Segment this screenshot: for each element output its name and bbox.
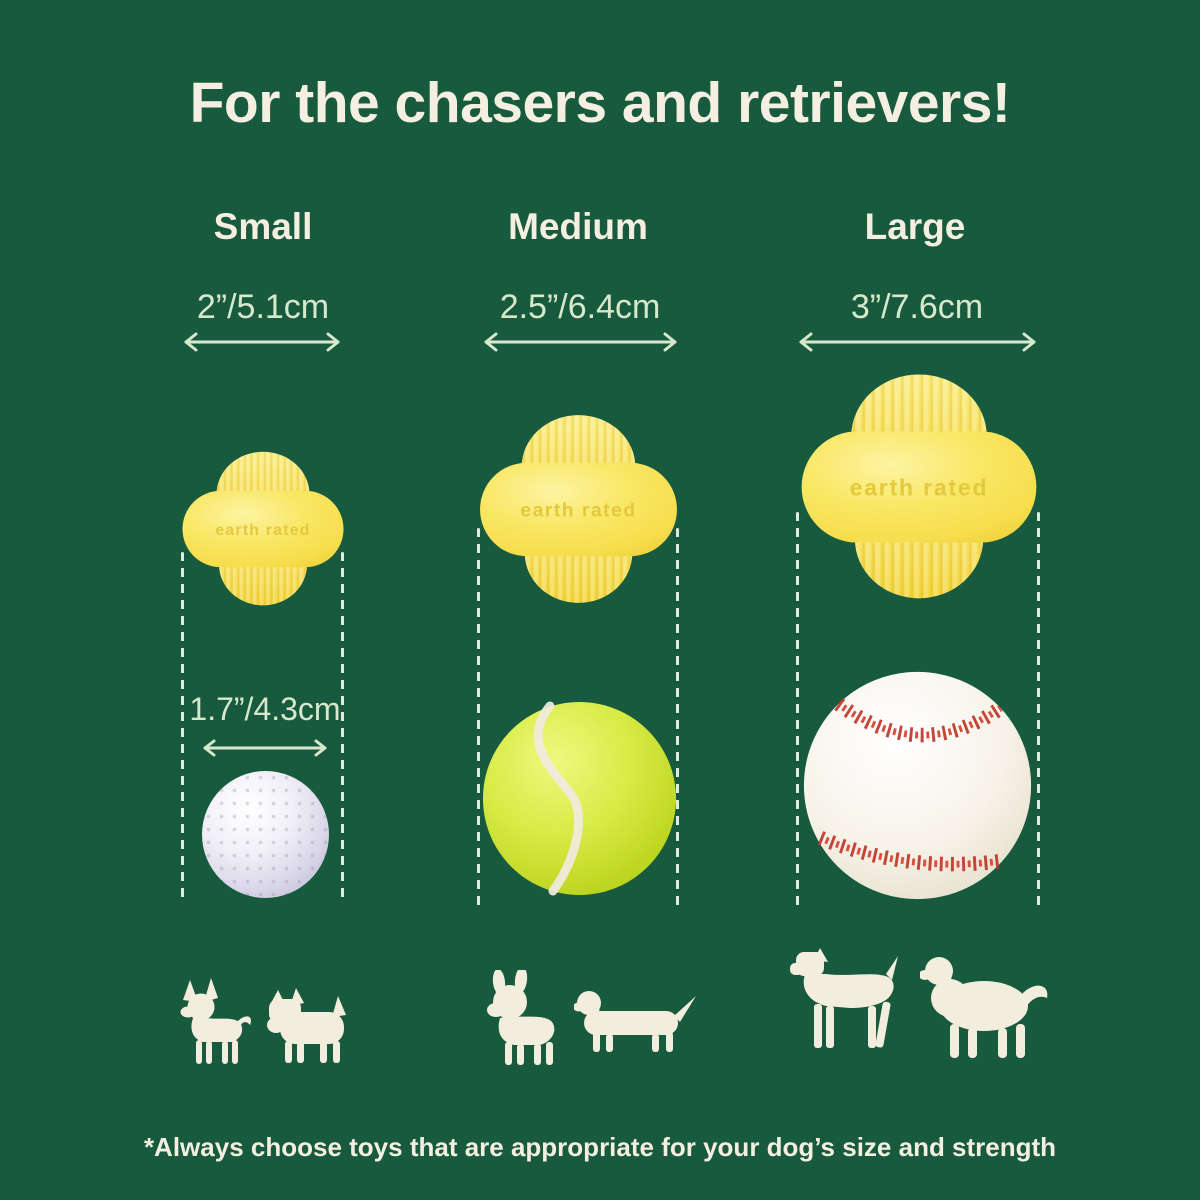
boxer-icon [790,948,898,1048]
golf-ball [202,771,329,898]
column-label-large: Large [864,206,966,247]
dashed-guide-line [181,552,184,900]
dachshund-icon [574,991,696,1052]
tennis-ball [482,701,677,896]
width-arrow-large-icon [799,332,1036,352]
dog-toy-small [182,451,344,606]
terrier-icon [267,988,346,1063]
width-arrow-medium-icon [484,332,677,352]
baseball [803,671,1032,900]
column-label-medium: Medium [508,206,648,247]
chihuahua-icon [180,978,251,1064]
dashed-guide-line [1037,512,1040,906]
dog-toy-medium [480,415,677,603]
dashed-guide-line [676,528,679,906]
page-title: For the chasers and retrievers! [189,71,1011,135]
dashed-guide-line [477,528,480,906]
column-label-small: Small [213,206,313,247]
dashed-guide-line [341,552,344,900]
dog-toy-large [801,374,1037,599]
width-arrow-small-icon [184,332,340,352]
toy-width-large: 3”/7.6cm [850,288,984,326]
golden-retriever-icon [920,957,1048,1058]
toy-width-small: 2”/5.1cm [196,288,330,326]
golf-ball-width-label: 1.7”/4.3cm [189,691,341,727]
width-arrow-golf-icon [203,739,327,757]
french-bulldog-icon [487,970,555,1065]
footnote: *Always choose toys that are appropriate… [143,1132,1057,1162]
dashed-guide-line [796,512,799,906]
toy-width-medium: 2.5”/6.4cm [499,288,661,326]
